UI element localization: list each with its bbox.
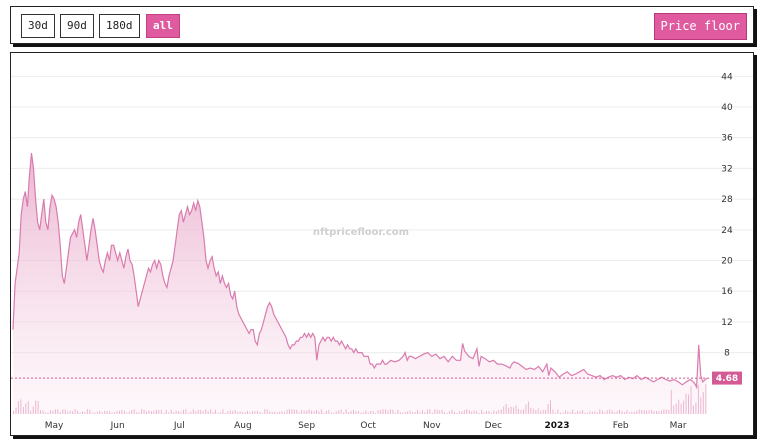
y-tick-label: 20 — [721, 257, 733, 267]
price-area-fill — [13, 153, 707, 414]
chart-container: nftpricefloor.com 8 12 16 20 24 28 32 36 40 44 Ma… — [10, 52, 754, 436]
x-tick-label: Jul — [173, 421, 185, 431]
range-90d-button[interactable]: 90d — [60, 14, 94, 38]
x-tick-label: May — [45, 421, 64, 431]
last-price-value: 4.68 — [716, 374, 738, 384]
y-tick-label: 8 — [724, 349, 730, 359]
x-tick-label: Feb — [613, 421, 629, 431]
x-axis-ticks: May Jun Jul Aug Sep Oct Nov Dec 2023 Feb Mar — [45, 421, 687, 431]
price-line — [12, 153, 708, 390]
last-price-tag: 4.68 — [712, 371, 742, 385]
y-tick-label: 40 — [721, 103, 733, 113]
x-tick-label: Mar — [670, 421, 687, 431]
y-tick-label: 28 — [721, 195, 733, 205]
price-floor-button[interactable]: Price floor — [653, 13, 747, 40]
x-tick-label: Jun — [110, 421, 125, 431]
x-tick-label: Sep — [298, 421, 315, 431]
range-180d-button[interactable]: 180d — [99, 14, 140, 38]
y-tick-label: 44 — [721, 72, 733, 82]
x-tick-label: Dec — [485, 421, 502, 431]
watermark: nftpricefloor.com — [313, 227, 409, 238]
x-tick-label: Aug — [234, 421, 252, 431]
x-tick-label: Oct — [360, 421, 376, 431]
x-tick-label: 2023 — [544, 421, 569, 431]
y-axis-ticks: 8 12 16 20 24 28 32 36 40 44 — [721, 72, 733, 358]
y-tick-label: 32 — [721, 164, 732, 174]
y-tick-label: 24 — [721, 226, 733, 236]
price-floor-chart: nftpricefloor.com 8 12 16 20 24 28 32 36 40 44 Ma… — [11, 72, 753, 431]
y-tick-label: 36 — [721, 134, 733, 144]
y-tick-label: 16 — [721, 287, 733, 297]
y-tick-label: 12 — [721, 318, 732, 328]
toolbar: 30d 90d 180d all Price floor — [10, 6, 754, 44]
last-price-tag-bg — [712, 371, 742, 385]
range-30d-button[interactable]: 30d — [21, 14, 55, 38]
price-area — [12, 153, 708, 414]
x-tick-label: Nov — [423, 421, 441, 431]
range-all-button[interactable]: all — [146, 14, 180, 38]
